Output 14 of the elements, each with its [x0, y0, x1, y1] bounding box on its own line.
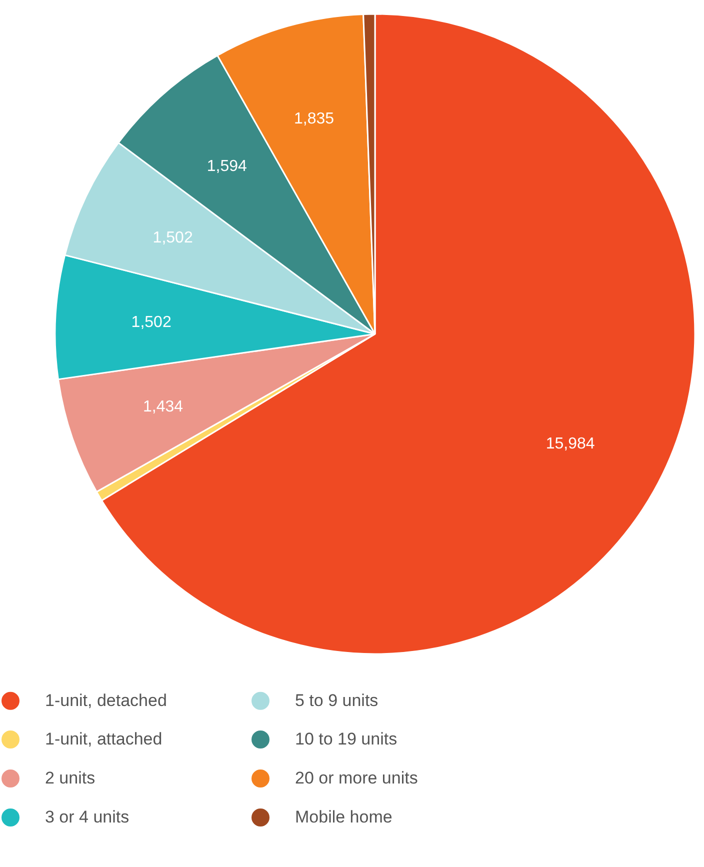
data-label: 1,502 [131, 314, 172, 331]
data-label: 15,984 [546, 436, 595, 453]
data-label: 1,434 [142, 398, 184, 416]
data-label: 1,502 [152, 230, 193, 247]
data-label: 1,835 [294, 110, 334, 128]
legend-label: 20 or more units [295, 768, 418, 788]
legend-label: 3 or 4 units [45, 808, 130, 826]
legend-label: 5 to 9 units [295, 690, 378, 710]
legend-label: 10 to 19 units [295, 730, 398, 748]
legend-label: 1-unit, detached [45, 690, 167, 710]
legend-label: 1-unit, attached [45, 730, 162, 748]
legend-label: Mobile home [295, 808, 392, 826]
data-label: 1,594 [206, 158, 248, 175]
legend-label: 2 units [45, 768, 96, 788]
